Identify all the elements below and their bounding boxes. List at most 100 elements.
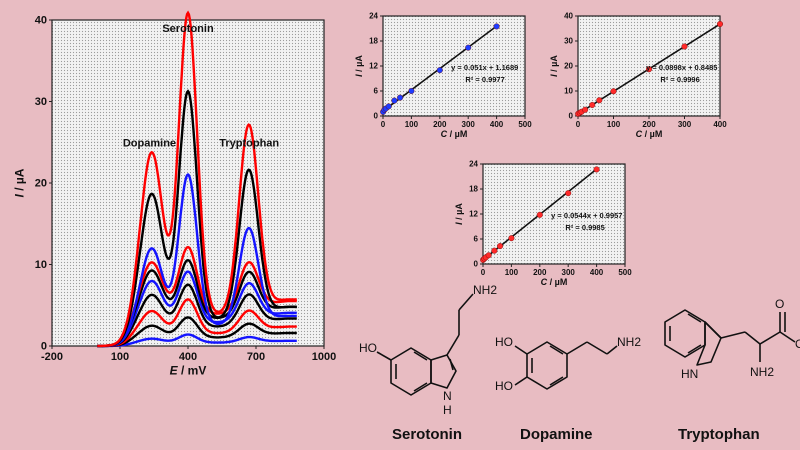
plot-area <box>482 163 626 265</box>
serotonin-ho-label: HO <box>359 341 377 355</box>
data-point <box>536 211 543 218</box>
data-point <box>610 88 617 95</box>
data-point <box>593 166 600 173</box>
dopamine-ho-bottom-label: HO <box>495 379 513 393</box>
x-axis-label: C / µM <box>541 277 568 287</box>
tryptophan-nh2-label: NH2 <box>750 365 774 379</box>
y-tick-label: 0 <box>41 341 47 353</box>
r-squared: R² = 0.9977 <box>465 75 504 84</box>
dpv-curve <box>97 89 297 348</box>
y-tick-label: 20 <box>35 178 47 190</box>
r-squared: R² = 0.9996 <box>660 75 699 84</box>
data-point <box>565 190 572 197</box>
x-tick-label: -200 <box>41 351 63 363</box>
y-tick-label: 40 <box>564 12 573 21</box>
y-tick-label: 6 <box>474 235 479 244</box>
peak-annotation: Dopamine <box>123 137 176 149</box>
data-point <box>485 252 492 259</box>
plot-area <box>51 19 325 347</box>
serotonin-structure <box>376 293 474 396</box>
x-axis-label: E / mV <box>170 364 207 378</box>
dpv-curve <box>97 10 297 348</box>
data-point <box>436 67 443 74</box>
y-axis-label: I / µA <box>354 55 364 77</box>
y-tick-label: 0 <box>374 112 379 121</box>
y-tick-label: 12 <box>469 210 478 219</box>
calibration-plot-tryptophan: 0 100 200 300 400 500 0 6 12 18 24 C / µM I / µA y = … <box>454 160 632 287</box>
plot-area <box>382 15 526 117</box>
y-tick-label: 24 <box>469 160 478 169</box>
x-tick-label: 300 <box>562 268 576 277</box>
y-tick-label: 30 <box>564 37 573 46</box>
molecular-structures: HO NH2 N H HO HO NH2 O OH NH2 HN <box>359 283 800 417</box>
x-tick-label: 200 <box>642 120 656 129</box>
tryptophan-oh-label: OH <box>795 337 800 351</box>
calibration-plot-serotonin: 0 100 200 300 400 500 0 6 12 18 24 C / µM I / µA y = … <box>354 12 532 139</box>
y-axis-label: I / µA <box>12 168 26 197</box>
dpv-curve <box>97 172 297 348</box>
y-tick-label: 40 <box>35 15 47 27</box>
x-tick-label: 0 <box>381 120 386 129</box>
tryptophan-o-label: O <box>775 297 784 311</box>
y-tick-label: 12 <box>369 62 378 71</box>
peak-annotation: Tryptophan <box>219 137 279 149</box>
data-point <box>582 106 589 113</box>
x-tick-label: 0 <box>481 268 486 277</box>
y-tick-label: 10 <box>564 87 573 96</box>
x-axis-label: C / µM <box>636 129 663 139</box>
data-point <box>645 66 652 73</box>
y-tick-label: 20 <box>564 62 573 71</box>
x-tick-label: 100 <box>111 351 129 363</box>
serotonin-name: Serotonin <box>392 426 462 443</box>
dpv-curve <box>97 283 297 348</box>
regression-equation: y = 0.051x + 1.1689 <box>451 63 518 72</box>
peak-annotation: Serotonin <box>162 23 214 35</box>
data-point <box>681 43 688 50</box>
serotonin-nh2-label: NH2 <box>473 283 497 297</box>
data-point <box>491 247 498 254</box>
x-tick-label: 200 <box>433 120 447 129</box>
data-point <box>493 23 500 30</box>
x-tick-label: 400 <box>179 351 197 363</box>
y-tick-label: 30 <box>35 96 47 108</box>
x-tick-label: 400 <box>490 120 504 129</box>
x-tick-label: 100 <box>405 120 419 129</box>
dopamine-nh2-label: NH2 <box>617 335 641 349</box>
x-tick-label: 1000 <box>312 351 336 363</box>
dpv-curve <box>97 316 297 348</box>
x-axis-label: C / µM <box>441 129 468 139</box>
dpv-chart: -200 100 400 700 1000 0 10 20 30 40 E / mV I / µA Se… <box>12 10 336 378</box>
y-tick-label: 6 <box>374 87 379 96</box>
x-tick-label: 500 <box>618 268 632 277</box>
y-axis-label: I / µA <box>454 203 464 225</box>
data-point <box>408 87 415 94</box>
y-tick-label: 0 <box>474 260 479 269</box>
tryptophan-structure <box>664 309 796 366</box>
x-tick-label: 300 <box>462 120 476 129</box>
serotonin-h-label: H <box>443 403 452 417</box>
regression-equation: y = 0.0898x + 0.8485 <box>646 63 717 72</box>
data-point <box>385 103 392 110</box>
dpv-curve <box>97 270 297 348</box>
dopamine-ho-top-label: HO <box>495 335 513 349</box>
r-squared: R² = 0.9985 <box>565 223 604 232</box>
data-point <box>589 101 596 108</box>
x-tick-label: 0 <box>576 120 581 129</box>
tryptophan-name: Tryptophan <box>678 426 760 443</box>
x-tick-label: 100 <box>607 120 621 129</box>
data-point <box>397 94 404 101</box>
regression-equation: y = 0.0544x + 0.9957 <box>551 211 622 220</box>
x-tick-label: 400 <box>590 268 604 277</box>
data-point <box>716 21 723 28</box>
data-point <box>497 243 504 250</box>
dopamine-name: Dopamine <box>520 426 593 443</box>
y-tick-label: 0 <box>569 112 574 121</box>
x-tick-label: 100 <box>505 268 519 277</box>
tryptophan-hn-label: HN <box>681 367 698 381</box>
x-tick-label: 700 <box>247 351 265 363</box>
y-tick-label: 18 <box>369 37 378 46</box>
y-tick-label: 18 <box>469 185 478 194</box>
x-tick-label: 500 <box>518 120 532 129</box>
y-axis-label: I / µA <box>549 55 559 77</box>
x-tick-label: 200 <box>533 268 547 277</box>
